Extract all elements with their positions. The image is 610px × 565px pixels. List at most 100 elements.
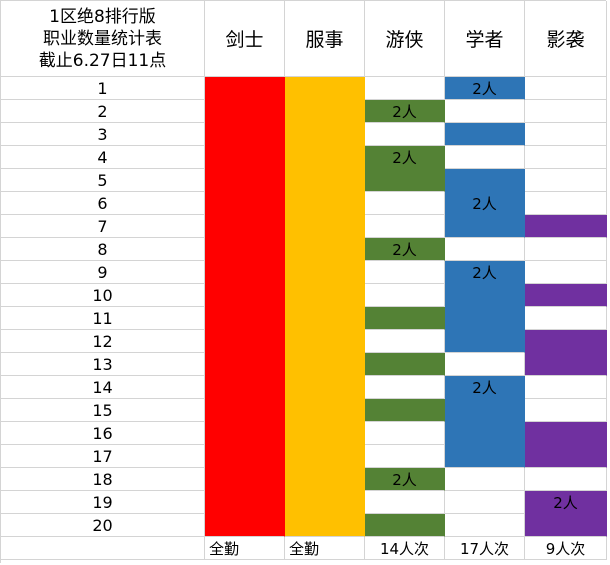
cell-scholar[interactable] [445, 445, 525, 468]
cell-ranger[interactable] [365, 399, 445, 422]
footer-ranger[interactable]: 14人次 [365, 537, 445, 560]
cell-acolyte[interactable] [285, 192, 365, 215]
cell-swordsman[interactable] [205, 169, 285, 192]
cell-scholar[interactable]: 2人 [445, 77, 525, 100]
cell-scholar[interactable] [445, 514, 525, 537]
row-number[interactable]: 5 [1, 169, 205, 192]
cell-ranger[interactable] [365, 123, 445, 146]
cell-acolyte[interactable] [285, 399, 365, 422]
cell-shadow[interactable] [525, 468, 607, 491]
cell-ranger[interactable] [365, 169, 445, 192]
cell-scholar[interactable] [445, 307, 525, 330]
cell-ranger[interactable] [365, 422, 445, 445]
cell-shadow[interactable] [525, 514, 607, 537]
row-number[interactable]: 16 [1, 422, 205, 445]
cell-shadow[interactable] [525, 146, 607, 169]
row-number[interactable]: 11 [1, 307, 205, 330]
cell-acolyte[interactable] [285, 100, 365, 123]
cell-shadow[interactable] [525, 100, 607, 123]
cell-swordsman[interactable] [205, 399, 285, 422]
cell-shadow[interactable] [525, 330, 607, 353]
cell-scholar[interactable] [445, 169, 525, 192]
cell-shadow[interactable]: 2人 [525, 491, 607, 514]
row-number[interactable]: 17 [1, 445, 205, 468]
row-number[interactable]: 6 [1, 192, 205, 215]
cell-ranger[interactable] [365, 445, 445, 468]
cell-acolyte[interactable] [285, 238, 365, 261]
row-number[interactable]: 7 [1, 215, 205, 238]
cell-ranger[interactable] [365, 77, 445, 100]
cell-scholar[interactable]: 2人 [445, 376, 525, 399]
cell-shadow[interactable] [525, 123, 607, 146]
cell-swordsman[interactable] [205, 284, 285, 307]
cell-swordsman[interactable] [205, 330, 285, 353]
cell-acolyte[interactable] [285, 422, 365, 445]
cell-ranger[interactable] [365, 192, 445, 215]
cell-shadow[interactable] [525, 422, 607, 445]
cell-swordsman[interactable] [205, 146, 285, 169]
cell-scholar[interactable] [445, 123, 525, 146]
cell-swordsman[interactable] [205, 445, 285, 468]
row-number[interactable]: 15 [1, 399, 205, 422]
row-number[interactable]: 18 [1, 468, 205, 491]
cell-swordsman[interactable] [205, 238, 285, 261]
row-number[interactable]: 10 [1, 284, 205, 307]
cell-scholar[interactable]: 2人 [445, 192, 525, 215]
cell-acolyte[interactable] [285, 445, 365, 468]
cell-acolyte[interactable] [285, 353, 365, 376]
cell-swordsman[interactable] [205, 491, 285, 514]
cell-swordsman[interactable] [205, 100, 285, 123]
cell-scholar[interactable] [445, 330, 525, 353]
row-number[interactable]: 2 [1, 100, 205, 123]
cell-acolyte[interactable] [285, 514, 365, 537]
cell-shadow[interactable] [525, 353, 607, 376]
cell-scholar[interactable] [445, 422, 525, 445]
cell-shadow[interactable] [525, 376, 607, 399]
cell-shadow[interactable] [525, 77, 607, 100]
header-acolyte[interactable]: 服事 [285, 1, 365, 77]
row-number[interactable]: 19 [1, 491, 205, 514]
footer-shadow[interactable]: 9人次 [525, 537, 607, 560]
cell-scholar[interactable] [445, 215, 525, 238]
cell-swordsman[interactable] [205, 215, 285, 238]
cell-swordsman[interactable] [205, 261, 285, 284]
row-number[interactable]: 3 [1, 123, 205, 146]
cell-swordsman[interactable] [205, 353, 285, 376]
header-scholar[interactable]: 学者 [445, 1, 525, 77]
cell-acolyte[interactable] [285, 468, 365, 491]
cell-swordsman[interactable] [205, 422, 285, 445]
cell-acolyte[interactable] [285, 169, 365, 192]
row-number[interactable]: 8 [1, 238, 205, 261]
cell-acolyte[interactable] [285, 307, 365, 330]
cell-ranger[interactable]: 2人 [365, 100, 445, 123]
cell-ranger[interactable] [365, 261, 445, 284]
cell-scholar[interactable] [445, 353, 525, 376]
cell-swordsman[interactable] [205, 77, 285, 100]
footer-swordsman[interactable]: 全勤 [205, 537, 285, 560]
cell-swordsman[interactable] [205, 307, 285, 330]
cell-swordsman[interactable] [205, 123, 285, 146]
cell-ranger[interactable]: 2人 [365, 238, 445, 261]
row-number[interactable]: 1 [1, 77, 205, 100]
cell-acolyte[interactable] [285, 491, 365, 514]
table-title[interactable]: 1区绝8排行版 职业数量统计表 截止6.27日11点 [1, 1, 205, 77]
cell-acolyte[interactable] [285, 261, 365, 284]
cell-ranger[interactable] [365, 307, 445, 330]
cell-swordsman[interactable] [205, 468, 285, 491]
header-swordsman[interactable]: 剑士 [205, 1, 285, 77]
cell-scholar[interactable] [445, 468, 525, 491]
cell-shadow[interactable] [525, 284, 607, 307]
cell-swordsman[interactable] [205, 192, 285, 215]
cell-ranger[interactable] [365, 353, 445, 376]
cell-acolyte[interactable] [285, 77, 365, 100]
cell-ranger[interactable] [365, 491, 445, 514]
cell-scholar[interactable] [445, 491, 525, 514]
cell-acolyte[interactable] [285, 123, 365, 146]
cell-ranger[interactable] [365, 215, 445, 238]
cell-scholar[interactable] [445, 100, 525, 123]
cell-shadow[interactable] [525, 307, 607, 330]
cell-acolyte[interactable] [285, 376, 365, 399]
cell-scholar[interactable] [445, 399, 525, 422]
cell-scholar[interactable] [445, 146, 525, 169]
cell-scholar[interactable] [445, 238, 525, 261]
